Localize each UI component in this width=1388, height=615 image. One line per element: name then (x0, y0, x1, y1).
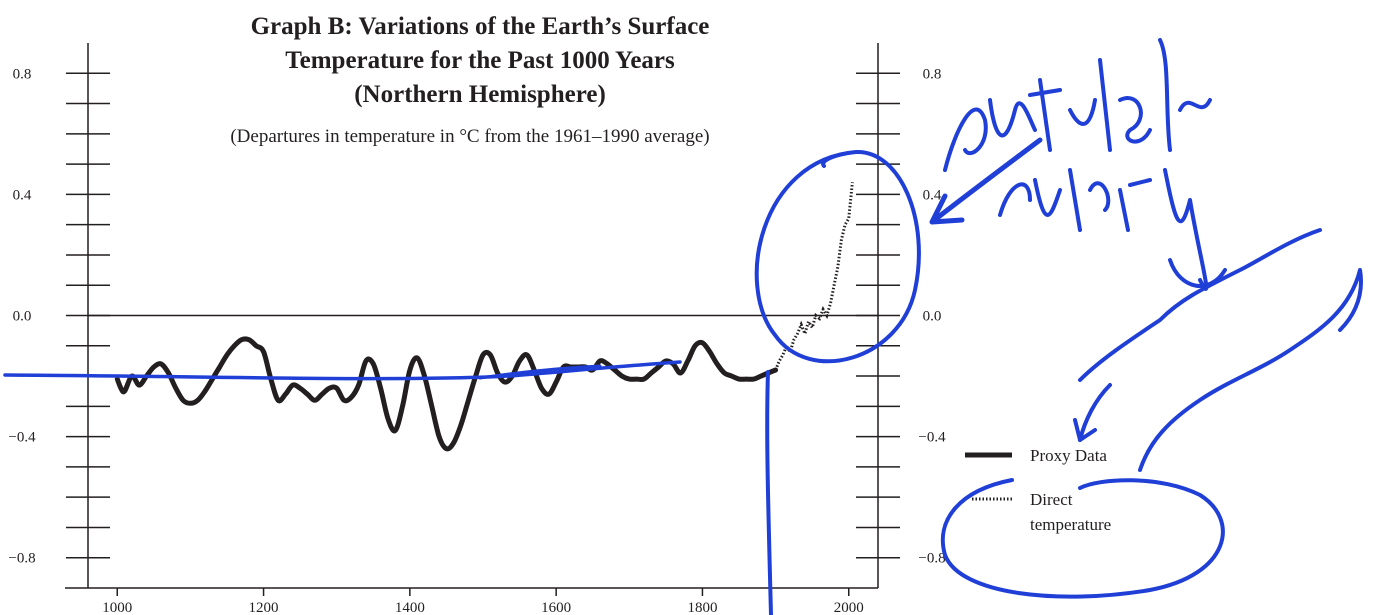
annotation-ellipse-direct-legend (940, 478, 1225, 599)
annotation-arrow-direct (929, 137, 1043, 225)
annotation-baseline-stroke-2 (478, 364, 602, 380)
y-tick-label-left: −0.4 (8, 430, 36, 446)
x-tick-label: 2000 (834, 600, 864, 615)
y-tick-label-left: −0.8 (8, 551, 35, 567)
legend-label-direct: Direct temperature (1030, 490, 1111, 534)
chart-title-line-1: Graph B: Variations of the Earth’s Surfa… (251, 13, 710, 40)
chart-title-line-2: Temperature for the Past 1000 Years (285, 47, 675, 74)
y-tick-label-right: 0.0 (923, 309, 942, 325)
chart-subtitle: (Departures in temperature in °C from th… (230, 126, 709, 147)
annotation-arrow-proxy (1073, 383, 1112, 442)
axes: 0.8 0.8 0.4 0.4 0.0 0.0 −0.4 −0.4 −0.8 −0.8 1000 12… (8, 43, 946, 615)
annotation-text-ice-samples (1138, 268, 1363, 472)
series-direct-temperature-line (774, 182, 854, 371)
y-tick-label-right: −0.4 (918, 430, 946, 446)
y-tick-label-left: 0.4 (13, 187, 32, 203)
handwritten-annotations: data taken directly indirect (ice samples… (3, 16, 1363, 615)
series-layer (114, 182, 854, 452)
annotation-vertical-stroke (765, 370, 773, 615)
annotation-text-indirect (1078, 228, 1322, 382)
x-tick-label: 1600 (541, 600, 571, 615)
annotation-baseline-stroke (3, 360, 682, 381)
y-tick-label-right: 0.4 (923, 187, 942, 203)
y-tick-label-right: 0.8 (923, 66, 942, 82)
annotation-note-2: indirect (ice samples) (1100, 316, 1262, 334)
series-proxy-data-line (114, 336, 779, 452)
annotation-note-1: data taken directly (1100, 16, 1241, 34)
annotation-circle-rise (754, 149, 921, 364)
annotation-text-data-taken (943, 38, 1212, 172)
legend-label-proxy: Proxy Data (1030, 446, 1107, 465)
x-tick-label: 1000 (102, 600, 132, 615)
x-tick-label: 1200 (249, 600, 279, 615)
annotation-text-directly (998, 168, 1227, 291)
y-tick-label-left: 0.8 (13, 66, 32, 82)
y-tick-label-right: −0.8 (918, 551, 945, 567)
x-tick-label: 1800 (687, 600, 717, 615)
x-tick-label: 1400 (395, 600, 425, 615)
chart-title-line-3: (Northern Hemisphere) (354, 81, 606, 108)
y-tick-label-left: 0.0 (13, 309, 32, 325)
legend: Proxy Data Direct temperature (965, 446, 1111, 534)
